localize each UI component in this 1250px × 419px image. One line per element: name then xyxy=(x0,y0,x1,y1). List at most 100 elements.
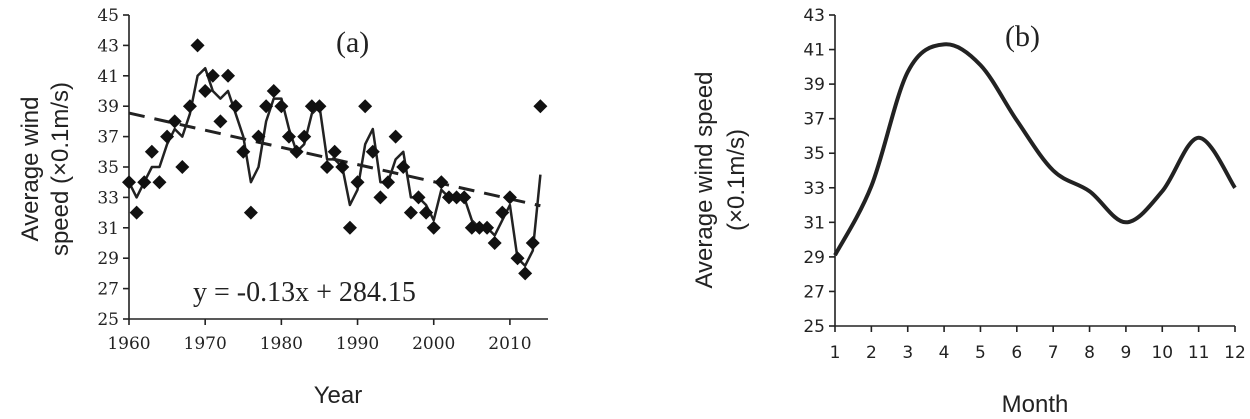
panel-b-label: (b) xyxy=(1005,20,1040,53)
panel-a-data-point xyxy=(358,99,373,114)
panel-b-plot-area xyxy=(833,42,1237,257)
panel-a-data-point xyxy=(510,251,525,266)
panel-a-data-point xyxy=(342,220,357,235)
panel-a-data-point xyxy=(434,175,449,190)
panel-b-x-tick-label: 8 xyxy=(1084,343,1095,363)
panel-a-data-point xyxy=(198,84,213,98)
panel-a-smoothed-line xyxy=(127,66,542,268)
panel-a-y-axis-title: Average wind speed (×0.1m/s) xyxy=(17,82,74,256)
panel-a-label: (a) xyxy=(336,26,369,59)
panel-a-data-point xyxy=(365,144,380,159)
panel-a-y-tick-label: 45 xyxy=(97,6,119,26)
panel-a-data-point xyxy=(472,220,487,235)
panel-a-data-point xyxy=(419,205,434,220)
panel-b-y-tick-label: 33 xyxy=(803,179,825,199)
panel-a-data-point xyxy=(243,205,258,220)
panel-a-y-tick-label: 27 xyxy=(97,280,119,300)
panel-b-x-tick-label: 12 xyxy=(1224,343,1246,363)
panel-a-data-point xyxy=(297,129,312,144)
panel-b-monthly-line xyxy=(833,42,1237,257)
panel-a-y-tick-label: 33 xyxy=(97,188,119,208)
panel-a-data-point xyxy=(403,205,418,220)
panel-a-data-point xyxy=(518,266,533,281)
panel-a-data-point xyxy=(152,175,167,190)
panel-b-x-tick-label: 11 xyxy=(1188,343,1210,363)
panel-b-y-tick-label: 43 xyxy=(803,6,825,26)
panel-b-x-tick-label: 5 xyxy=(975,343,986,363)
panel-b-y-tick-label: 41 xyxy=(803,41,825,61)
panel-b-x-axis-title: Month xyxy=(1002,391,1069,418)
panel-a-data-point xyxy=(495,205,510,220)
panel-a-data-point xyxy=(213,114,228,129)
panel-a-data-point xyxy=(533,99,548,114)
panel-a-data-point xyxy=(190,38,205,53)
panel-a-data-point xyxy=(449,190,464,205)
panel-a-data-point xyxy=(411,190,426,205)
panel-a-data-point xyxy=(373,190,388,205)
panel-a-data-point xyxy=(350,175,365,190)
panel-a-data-point xyxy=(335,160,350,174)
panel-a-data-point xyxy=(205,68,220,83)
panel-a-y-tick-label: 41 xyxy=(97,67,119,87)
panel-a-data-point xyxy=(426,220,441,235)
panel-a: 25 27 29 31 33 35 37 39 41 43 45 1960 1970 1980 1990 2… xyxy=(17,6,548,409)
panel-a-data-point xyxy=(327,144,342,159)
panel-b-x-tick-label: 10 xyxy=(1151,343,1173,363)
panel-a-y-tick-label: 37 xyxy=(97,128,119,148)
panel-a-y-tick-label: 43 xyxy=(97,36,119,56)
panel-a-data-point xyxy=(487,236,502,250)
panel-a-y-tick-label: 25 xyxy=(97,310,119,330)
panel-a-data-point xyxy=(259,99,274,114)
panel-a-data-point xyxy=(122,175,136,190)
panel-a-data-point xyxy=(304,99,319,114)
panel-a-data-point xyxy=(388,129,403,144)
panel-a-data-point xyxy=(464,220,479,235)
panel-a-data-point xyxy=(274,99,289,114)
panel-a-data-point xyxy=(281,129,296,144)
panel-a-data-point xyxy=(137,175,152,190)
panel-a-data-point xyxy=(221,68,236,83)
panel-a-plot-area xyxy=(122,38,548,281)
panel-a-x-ticks: 1960 1970 1980 1990 2000 2010 xyxy=(107,319,532,354)
panel-a-data-point xyxy=(144,144,159,159)
panel-b-x-tick-label: 3 xyxy=(902,343,913,363)
panel-a-data-point xyxy=(266,84,281,98)
panel-a-data-point xyxy=(129,205,144,220)
panel-b-y-tick-label: 31 xyxy=(803,213,825,233)
panel-b-x-tick-label: 9 xyxy=(1120,343,1131,363)
panel-b-y-tick-label: 27 xyxy=(803,282,825,302)
panel-b-y-axis-title: Average wind speed (×0.1m/s) xyxy=(691,71,750,288)
panel-b-x-ticks: 1 2 3 4 5 6 7 8 9 10 11 12 xyxy=(830,326,1246,363)
panel-b-y-tick-label: 37 xyxy=(803,110,825,130)
panel-b-y-tick-label: 29 xyxy=(803,248,825,268)
panel-a-data-point xyxy=(320,160,335,174)
panel-b-y-tick-label: 39 xyxy=(803,75,825,95)
panel-a-y-tick-label: 35 xyxy=(97,158,119,178)
panel-a-y-tick-label: 31 xyxy=(97,219,119,239)
panel-a-x-tick-label: 2010 xyxy=(488,334,531,354)
panel-a-data-point xyxy=(381,175,396,190)
panel-b-x-tick-label: 7 xyxy=(1048,343,1059,363)
panel-a-y-ticks: 25 27 29 31 33 35 37 39 41 43 45 xyxy=(97,6,129,330)
panel-a-data-point xyxy=(480,220,495,235)
panel-b-y-tick-label: 35 xyxy=(803,144,825,164)
panel-b-y-ticks: 25 27 29 31 33 35 37 39 41 43 xyxy=(803,6,835,337)
panel-a-data-point xyxy=(502,190,517,205)
panel-a-data-point xyxy=(441,190,456,205)
panel-a-data-point xyxy=(525,236,540,250)
panel-a-equation: y = -0.13x + 284.15 xyxy=(193,277,416,308)
panel-a-data-point xyxy=(167,114,182,129)
panel-b-x-tick-label: 2 xyxy=(866,343,877,363)
panel-a-data-point xyxy=(396,160,411,174)
panel-a-data-point xyxy=(175,160,190,174)
panel-a-data-point xyxy=(236,144,251,159)
panel-a-x-tick-label: 1970 xyxy=(184,334,227,354)
panel-b-x-tick-label: 4 xyxy=(939,343,950,363)
panel-a-x-tick-label: 1980 xyxy=(260,334,303,354)
panel-a-data-point xyxy=(312,99,327,114)
panel-b-y-tick-label: 25 xyxy=(803,317,825,337)
panel-a-data-point xyxy=(251,129,266,144)
panel-a-data-point xyxy=(182,99,197,114)
